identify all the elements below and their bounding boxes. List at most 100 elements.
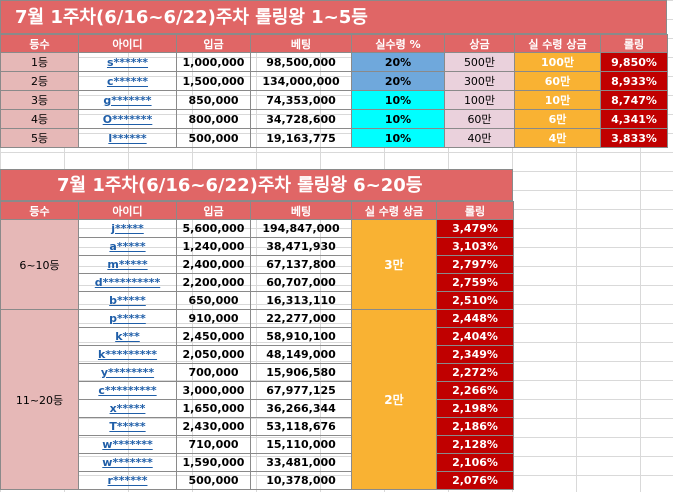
bet-cell: 98,500,000 [250, 52, 352, 72]
user-id-link[interactable]: k********* [78, 345, 177, 364]
rolling-cell: 2,404% [436, 327, 514, 346]
rolling-cell: 3,479% [436, 219, 514, 238]
bet-cell: 16,313,110 [250, 291, 352, 310]
deposit-cell: 710,000 [176, 435, 251, 454]
rolling-cell: 3,103% [436, 237, 514, 256]
real-prize-cell: 4만 [514, 128, 601, 148]
rolling-cell: 2,510% [436, 291, 514, 310]
user-id-link[interactable]: O******* [78, 109, 177, 129]
table-row: k*** 2,450,000 58,910,100 2,404% [1, 327, 514, 346]
table-row: 2등 c****** 1,500,000 134,000,000 20% 300만 60만 8… [0, 71, 668, 91]
rank-cell: 4등 [0, 109, 79, 129]
rank-cell: 1등 [0, 52, 79, 72]
user-id-link[interactable]: p***** [78, 309, 177, 328]
deposit-cell: 1,240,000 [176, 237, 251, 256]
table1-header-row: 등수 아이디 입금 베팅 실수령 % 상금 실 수령 상금 롤링 [0, 34, 668, 53]
real-prize-cell: 100만 [514, 52, 601, 72]
prize-cell: 40만 [444, 128, 515, 148]
bet-cell: 134,000,000 [250, 71, 352, 91]
real-pct-cell: 20% [351, 71, 445, 91]
table1-title: 7월 1주차(6/16~6/22)주차 롤링왕 1~5등 [0, 0, 667, 34]
bet-cell: 22,277,000 [250, 309, 352, 328]
table-row: 3등 g******* 850,000 74,353,000 10% 100만 10만 8,7… [0, 90, 668, 110]
user-id-link[interactable]: y******** [78, 363, 177, 382]
table-row: 1등 s****** 1,000,000 98,500,000 20% 500만 100만 9… [0, 52, 668, 72]
bet-cell: 38,471,930 [250, 237, 352, 256]
table-row: m***** 2,400,000 67,137,800 2,797% [1, 255, 514, 274]
rolling-cell: 2,266% [436, 381, 514, 400]
user-id-link[interactable]: s****** [78, 52, 177, 72]
table-row: c********* 3,000,000 67,977,125 2,266% [1, 381, 514, 400]
prize-cell: 100만 [444, 90, 515, 110]
header-id: 아이디 [78, 34, 177, 53]
user-id-link[interactable]: w******* [78, 435, 177, 454]
header-deposit: 입금 [176, 201, 251, 220]
table2-header-row: 등수 아이디 입금 베팅 실 수령 상금 롤링 [0, 201, 514, 220]
table-row: y******** 700,000 15,906,580 2,272% [1, 363, 514, 382]
real-pct-cell: 10% [351, 109, 445, 129]
user-id-link[interactable]: m***** [78, 255, 177, 274]
user-id-link[interactable]: x***** [78, 399, 177, 418]
bet-cell: 67,977,125 [250, 381, 352, 400]
bet-cell: 60,707,000 [250, 273, 352, 292]
user-id-link[interactable]: w******* [78, 453, 177, 472]
table-row: w******* 1,590,000 33,481,000 2,106% [1, 453, 514, 472]
table-row: r****** 500,000 10,378,000 2,076% [1, 471, 514, 490]
user-id-link[interactable]: c****** [78, 71, 177, 91]
bet-cell: 48,149,000 [250, 345, 352, 364]
user-id-link[interactable]: k*** [78, 327, 177, 346]
header-bet: 베팅 [250, 34, 352, 53]
real-pct-cell: 20% [351, 52, 445, 72]
bet-cell: 34,728,600 [250, 109, 352, 129]
deposit-cell: 1,650,000 [176, 399, 251, 418]
header-rolling: 롤링 [436, 201, 514, 220]
bet-cell: 19,163,775 [250, 128, 352, 148]
bet-cell: 10,378,000 [250, 471, 352, 490]
group-prize-11-20: 2만 [351, 309, 437, 490]
header-prize: 상금 [444, 34, 515, 53]
rolling-cell: 2,349% [436, 345, 514, 364]
real-prize-cell: 60만 [514, 71, 601, 91]
table-row: 5등 l****** 500,000 19,163,775 10% 40만 4만 3,833% [0, 128, 668, 148]
bet-cell: 15,906,580 [250, 363, 352, 382]
group-prize-6-10: 3만 [351, 219, 437, 310]
rolling-cell: 2,186% [436, 417, 514, 436]
prize-cell: 300만 [444, 71, 515, 91]
bet-cell: 33,481,000 [250, 453, 352, 472]
user-id-link[interactable]: a***** [78, 237, 177, 256]
header-bet: 베팅 [250, 201, 352, 220]
user-id-link[interactable]: b***** [78, 291, 177, 310]
table-row: d********** 2,200,000 60,707,000 2,759% [1, 273, 514, 292]
user-id-link[interactable]: r****** [78, 471, 177, 490]
deposit-cell: 500,000 [176, 128, 251, 148]
real-prize-cell: 10만 [514, 90, 601, 110]
rolling-cell: 8,747% [600, 90, 668, 110]
user-id-link[interactable]: c********* [78, 381, 177, 400]
table2-title: 7월 1주차(6/16~6/22)주차 롤링왕 6~20등 [0, 169, 513, 201]
user-id-link[interactable]: l****** [78, 128, 177, 148]
header-pct: 실수령 % [351, 34, 445, 53]
deposit-cell: 2,430,000 [176, 417, 251, 436]
rank-group-11-20: 11~20등 [0, 309, 79, 490]
deposit-cell: 910,000 [176, 309, 251, 328]
user-id-link[interactable]: g******* [78, 90, 177, 110]
user-id-link[interactable]: j***** [78, 219, 177, 238]
deposit-cell: 700,000 [176, 363, 251, 382]
rolling-cell: 2,797% [436, 255, 514, 274]
user-id-link[interactable]: d********** [78, 273, 177, 292]
header-real-prize: 실 수령 상금 [514, 34, 601, 53]
user-id-link[interactable]: T***** [78, 417, 177, 436]
deposit-cell: 5,600,000 [176, 219, 251, 238]
deposit-cell: 1,590,000 [176, 453, 251, 472]
table-row: a***** 1,240,000 38,471,930 3,103% [1, 237, 514, 256]
deposit-cell: 500,000 [176, 471, 251, 490]
bet-cell: 58,910,100 [250, 327, 352, 346]
rolling-cell: 8,933% [600, 71, 668, 91]
bet-cell: 194,847,000 [250, 219, 352, 238]
rolling-cell: 2,128% [436, 435, 514, 454]
deposit-cell: 1,500,000 [176, 71, 251, 91]
header-deposit: 입금 [176, 34, 251, 53]
real-pct-cell: 10% [351, 90, 445, 110]
rolling-cell: 3,833% [600, 128, 668, 148]
header-real-prize: 실 수령 상금 [351, 201, 437, 220]
